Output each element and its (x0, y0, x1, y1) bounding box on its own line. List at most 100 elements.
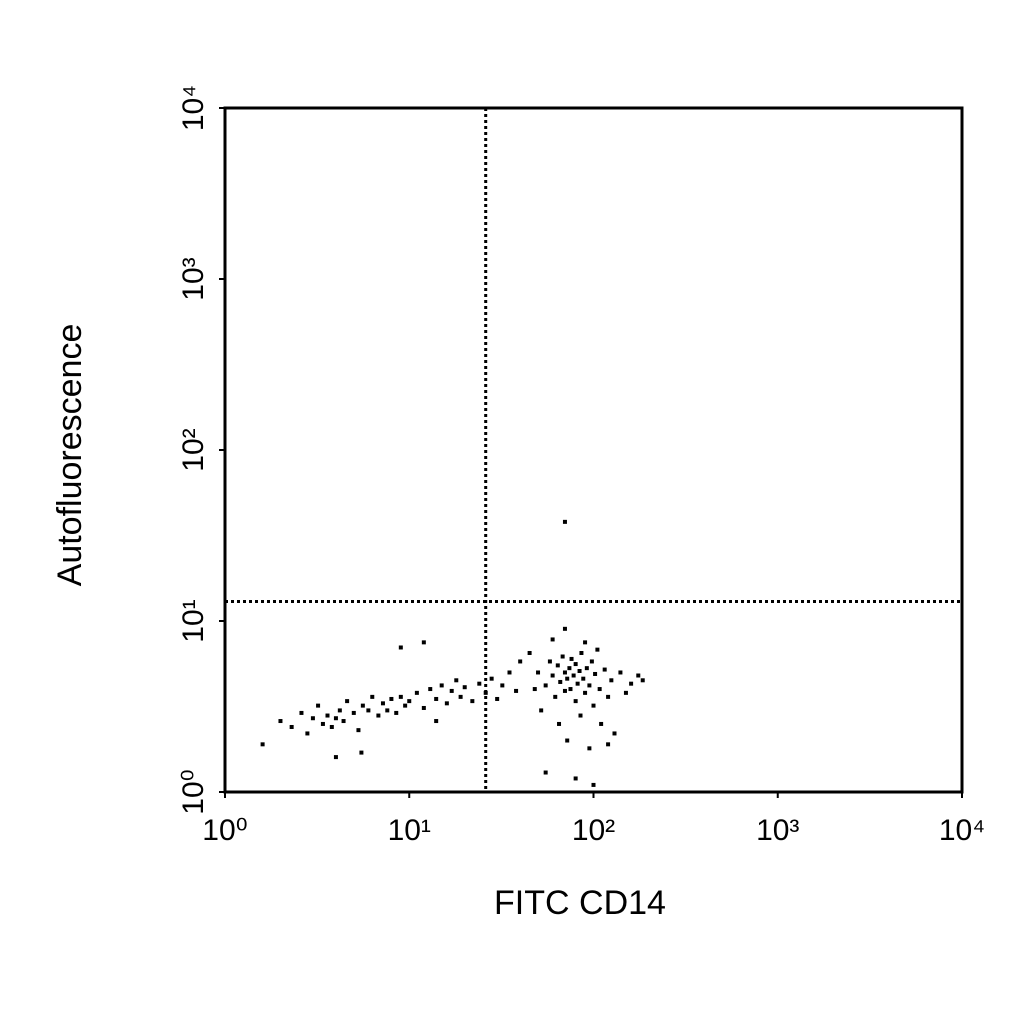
data-point (562, 626, 567, 631)
data-point (636, 673, 641, 678)
data-point (550, 637, 555, 642)
data-point (550, 673, 555, 678)
data-point (568, 687, 573, 692)
data-point (333, 755, 338, 760)
data-point (316, 703, 321, 708)
data-point (458, 694, 463, 699)
x-tick-label: 10¹ (388, 814, 431, 847)
data-point (573, 662, 578, 667)
data-point (609, 678, 614, 683)
data-point (536, 670, 541, 675)
data-point (599, 721, 604, 726)
x-tick-label: 10⁰ (202, 814, 247, 847)
data-point (539, 708, 544, 713)
data-point (583, 640, 588, 645)
data-point (589, 659, 594, 664)
y-tick-label: 10⁴ (177, 85, 210, 131)
data-point (320, 721, 325, 726)
data-point (547, 659, 552, 664)
data-point (581, 676, 586, 681)
data-point (359, 750, 364, 755)
data-point (573, 699, 578, 704)
data-point (567, 666, 572, 671)
data-point (439, 683, 444, 688)
data-point (477, 681, 482, 686)
data-point (394, 710, 399, 715)
data-point (333, 716, 338, 721)
data-point (489, 676, 494, 681)
data-point (407, 699, 412, 704)
data-point (575, 681, 580, 686)
data-point (337, 708, 342, 713)
data-point (434, 696, 439, 701)
data-point (560, 654, 565, 659)
data-point (351, 710, 356, 715)
data-point (591, 782, 596, 787)
data-point (389, 696, 394, 701)
x-tick-label: 10⁴ (939, 814, 985, 847)
y-tick-label: 10³ (177, 257, 210, 300)
data-point (618, 670, 623, 675)
data-point (555, 663, 560, 668)
data-point (562, 519, 567, 524)
data-point (527, 650, 532, 655)
data-point (597, 687, 602, 692)
data-point (428, 687, 433, 692)
data-point (356, 728, 361, 733)
data-point (403, 703, 408, 708)
data-point (562, 688, 567, 693)
data-point (587, 746, 592, 751)
data-point (593, 671, 598, 676)
data-point (376, 713, 381, 718)
x-tick-label: 10² (572, 814, 615, 847)
data-point (518, 659, 523, 664)
data-point (305, 731, 310, 736)
data-point (579, 650, 584, 655)
x-axis-label: FITC CD14 (494, 884, 666, 922)
data-point (595, 647, 600, 652)
data-point (398, 694, 403, 699)
data-point (578, 713, 583, 718)
data-point (558, 679, 563, 684)
data-point (565, 738, 570, 743)
data-point (583, 690, 588, 695)
data-point (414, 690, 419, 695)
data-point (385, 708, 390, 713)
data-point (557, 721, 562, 726)
data-point (462, 685, 467, 690)
data-point (606, 694, 611, 699)
data-point (612, 731, 617, 736)
data-point (565, 676, 570, 681)
data-point (640, 678, 645, 683)
data-point (629, 681, 634, 686)
data-point (360, 703, 365, 708)
data-point (571, 673, 576, 678)
data-point (514, 688, 519, 693)
data-point (345, 699, 350, 704)
y-axis-label: Autofluorescence (51, 324, 89, 587)
data-point (299, 710, 304, 715)
data-point (434, 719, 439, 724)
y-tick-label: 10⁰ (177, 769, 210, 814)
data-point (606, 742, 611, 747)
data-point (449, 688, 454, 693)
data-point (421, 640, 426, 645)
data-point (623, 690, 628, 695)
data-point (370, 694, 375, 699)
data-point (260, 742, 265, 747)
data-point (421, 705, 426, 710)
data-point (591, 703, 596, 708)
data-point (366, 708, 371, 713)
plot-frame (223, 106, 964, 794)
data-point (553, 694, 558, 699)
data-point (507, 670, 512, 675)
data-point (398, 645, 403, 650)
data-point (543, 770, 548, 775)
data-point (573, 776, 578, 781)
data-point (577, 669, 582, 674)
data-point (310, 716, 315, 721)
data-point (500, 683, 505, 688)
data-point (289, 724, 294, 729)
data-point (584, 666, 589, 671)
